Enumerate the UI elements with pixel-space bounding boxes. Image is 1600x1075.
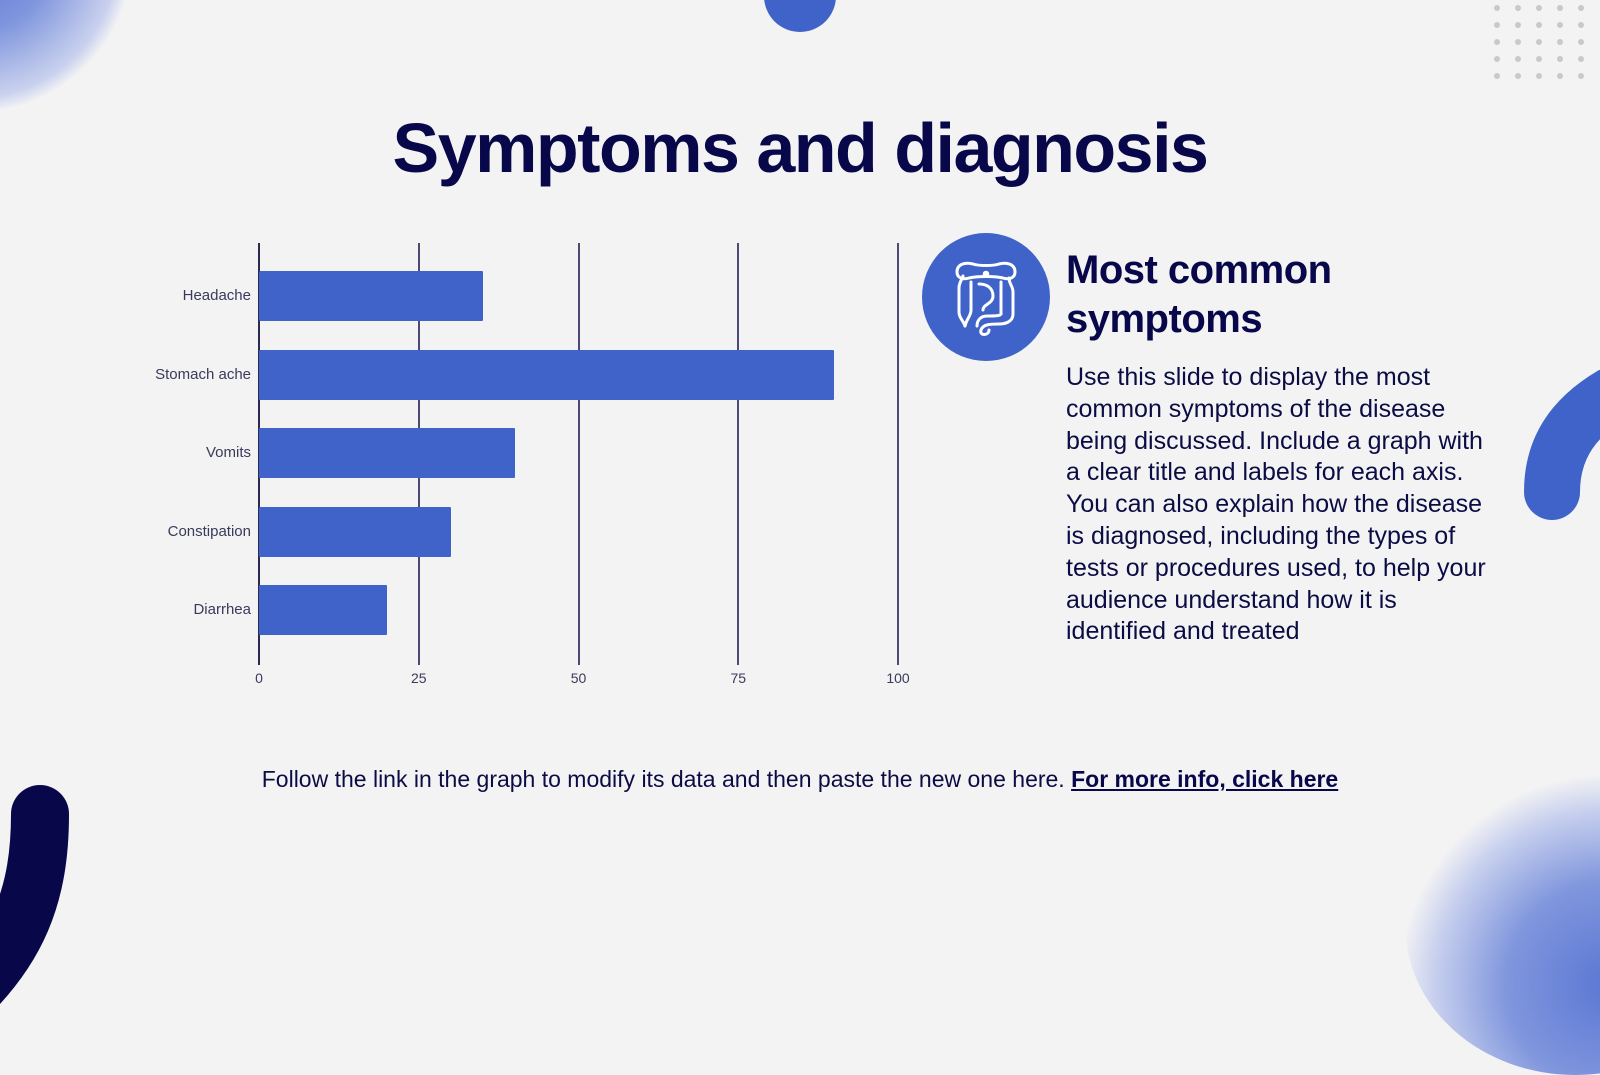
side-heading: Most common symptoms (1066, 246, 1446, 344)
category-label: Vomits (205, 444, 251, 461)
decor-dot (1578, 56, 1584, 62)
decor-dot (1515, 73, 1521, 79)
decor-dot (1578, 5, 1584, 11)
decor-dot (1494, 5, 1500, 11)
side-description: Use this slide to display the most commo… (1066, 363, 1486, 646)
decor-dot (1578, 22, 1584, 28)
gradient-blob-bottom-right (1405, 775, 1600, 1075)
x-tick-label: 75 (730, 670, 747, 686)
footer-note: Follow the link in the graph to modify i… (0, 766, 1600, 793)
side-heading-line1: Most common (1066, 248, 1332, 292)
decor-dot (1536, 39, 1542, 45)
decor-dot (1515, 5, 1521, 11)
decor-dot (1578, 73, 1584, 79)
bar-constipation[interactable] (259, 506, 451, 557)
gridline (897, 243, 899, 665)
gridline (737, 243, 740, 665)
category-label: Stomach ache (155, 365, 251, 383)
x-tick-label: 50 (570, 670, 587, 686)
footer-text: Follow the link in the graph to modify i… (261, 766, 1065, 792)
bar-stomach-ache[interactable] (259, 349, 835, 400)
decor-dot (1557, 56, 1563, 62)
decor-dot (1494, 73, 1500, 79)
decor-dot (1494, 56, 1500, 62)
bar-diarrhea[interactable] (259, 585, 387, 635)
gradient-blob-top-left (0, 0, 130, 110)
dot-grid-decoration (1494, 0, 1594, 85)
x-tick-label: 25 (410, 670, 427, 686)
decor-dot (1515, 22, 1521, 28)
bar-headache[interactable] (259, 271, 483, 321)
decor-dot (1515, 39, 1521, 45)
navy-arc-decoration (0, 785, 69, 1004)
intestine-icon (955, 261, 1017, 336)
decor-dot (1557, 39, 1563, 45)
category-label: Constipation (167, 522, 251, 540)
decor-dot (1536, 56, 1542, 62)
decor-dot (1536, 73, 1542, 79)
decor-dot (1557, 5, 1563, 11)
symptoms-bar-chart[interactable]: 0 25 50 75 100 Headache Stomach ache Vomits Cons… (140, 240, 920, 700)
bar-vomits[interactable] (259, 428, 515, 478)
x-tick-label: 100 (886, 670, 910, 686)
decor-dot (1578, 39, 1584, 45)
category-label: Diarrhea (193, 601, 251, 618)
more-info-link[interactable]: For more info, click here (1071, 766, 1339, 792)
side-heading-line2: symptoms (1066, 297, 1263, 341)
blue-arc-decoration (1524, 370, 1600, 520)
intestine-icon-badge (922, 233, 1050, 361)
decor-dot (1557, 22, 1563, 28)
x-tick-label: 0 (255, 670, 263, 686)
decor-dot (1536, 22, 1542, 28)
decorative-circle-top (764, 0, 836, 32)
decor-dot (1515, 56, 1521, 62)
decor-dot (1557, 73, 1563, 79)
decor-dot (1494, 39, 1500, 45)
category-label: Headache (182, 287, 251, 304)
decor-dot (1536, 5, 1542, 11)
decor-dot (1494, 22, 1500, 28)
gridline (577, 243, 580, 665)
page-title: Symptoms and diagnosis (392, 109, 1209, 187)
